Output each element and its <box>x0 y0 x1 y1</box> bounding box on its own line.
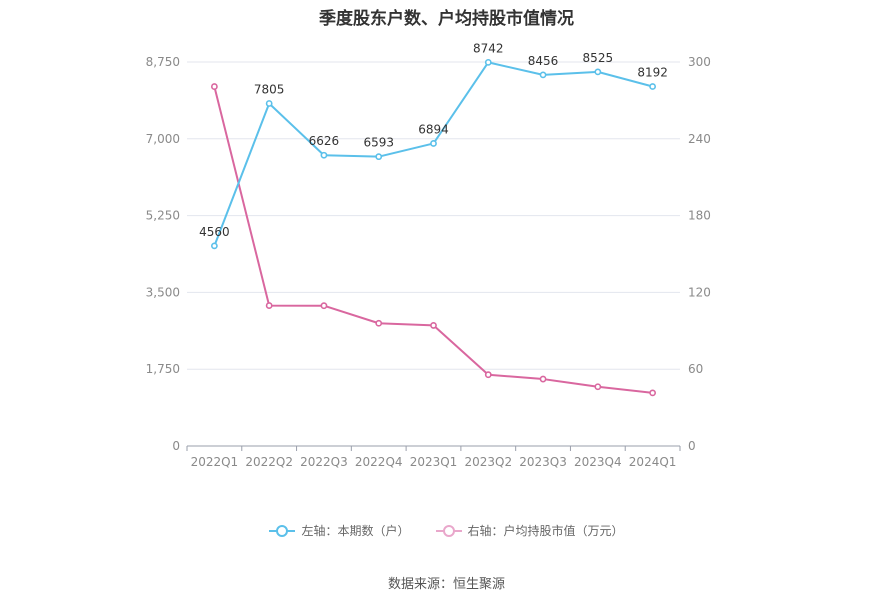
x-axis-tick-label: 2022Q1 <box>191 455 239 469</box>
data-point-left <box>210 242 218 250</box>
legend-swatch-left-icon <box>269 524 296 538</box>
left-axis-tick-label: 5,250 <box>146 209 180 223</box>
data-point-left <box>265 100 273 107</box>
x-axis-tick-label: 2023Q4 <box>574 455 622 469</box>
left-axis-tick-label: 1,750 <box>146 362 180 376</box>
data-point-left <box>430 140 437 147</box>
left-axis-tick-label: 3,500 <box>146 285 180 299</box>
data-label: 7805 <box>254 82 285 96</box>
data-point-right <box>375 319 383 327</box>
x-axis-tick-label: 2022Q2 <box>245 455 293 469</box>
x-axis-tick-label: 2022Q3 <box>300 455 348 469</box>
left-axis-tick-label: 0 <box>172 439 180 453</box>
data-point-left <box>594 68 602 76</box>
data-label: 8192 <box>637 65 668 79</box>
data-point-left <box>649 83 657 90</box>
left-axis-tick-label: 7,000 <box>146 132 180 146</box>
legend-label-left: 左轴：本期数（户） <box>301 524 410 538</box>
data-label: 4560 <box>199 225 230 239</box>
data-point-right <box>430 322 437 329</box>
data-label: 8456 <box>528 54 559 68</box>
chart-legend: 左轴：本期数（户） 右轴：户均持股市值（万元） <box>0 522 893 539</box>
legend-swatch-right-icon <box>435 524 462 538</box>
data-label: 6593 <box>363 136 394 150</box>
data-point-right <box>484 371 492 379</box>
x-axis-tick-label: 2023Q1 <box>410 455 458 469</box>
right-axis-tick-label: 300 <box>688 55 711 69</box>
data-point-left <box>539 71 547 79</box>
data-label: 8742 <box>473 41 504 55</box>
chart-title: 季度股东户数、户均持股市值情况 <box>319 9 574 29</box>
data-point-right <box>265 302 273 309</box>
right-axis-tick-label: 180 <box>688 209 711 223</box>
legend-item-left-series[interactable]: 左轴：本期数（户） <box>269 522 410 539</box>
legend-label-right: 右轴：户均持股市值（万元） <box>467 524 624 538</box>
right-axis-tick-label: 120 <box>688 285 711 299</box>
data-point-right <box>649 389 657 397</box>
x-axis-tick-label: 2022Q4 <box>355 455 403 469</box>
right-axis-tick-label: 0 <box>688 439 696 453</box>
right-axis-tick-label: 240 <box>688 132 711 146</box>
data-point-left <box>320 151 328 159</box>
legend-item-right-series[interactable]: 右轴：户均持股市值（万元） <box>435 522 624 539</box>
data-label: 6894 <box>418 122 449 136</box>
x-axis-tick-label: 2023Q3 <box>519 455 567 469</box>
right-axis-tick-label: 60 <box>688 362 703 376</box>
x-axis-tick-label: 2023Q2 <box>464 455 512 469</box>
data-point-right <box>539 375 547 383</box>
data-label: 8525 <box>583 51 614 65</box>
data-point-right <box>594 383 602 391</box>
left-axis-tick-label: 8,750 <box>146 55 180 69</box>
data-source: 数据来源：恒生聚源 <box>387 577 505 592</box>
x-axis-tick-label: 2024Q1 <box>629 455 677 469</box>
data-point-left <box>375 153 383 161</box>
data-point-left <box>484 58 492 66</box>
data-point-right <box>210 83 218 90</box>
data-label: 6626 <box>309 134 340 148</box>
data-point-right <box>320 302 328 310</box>
